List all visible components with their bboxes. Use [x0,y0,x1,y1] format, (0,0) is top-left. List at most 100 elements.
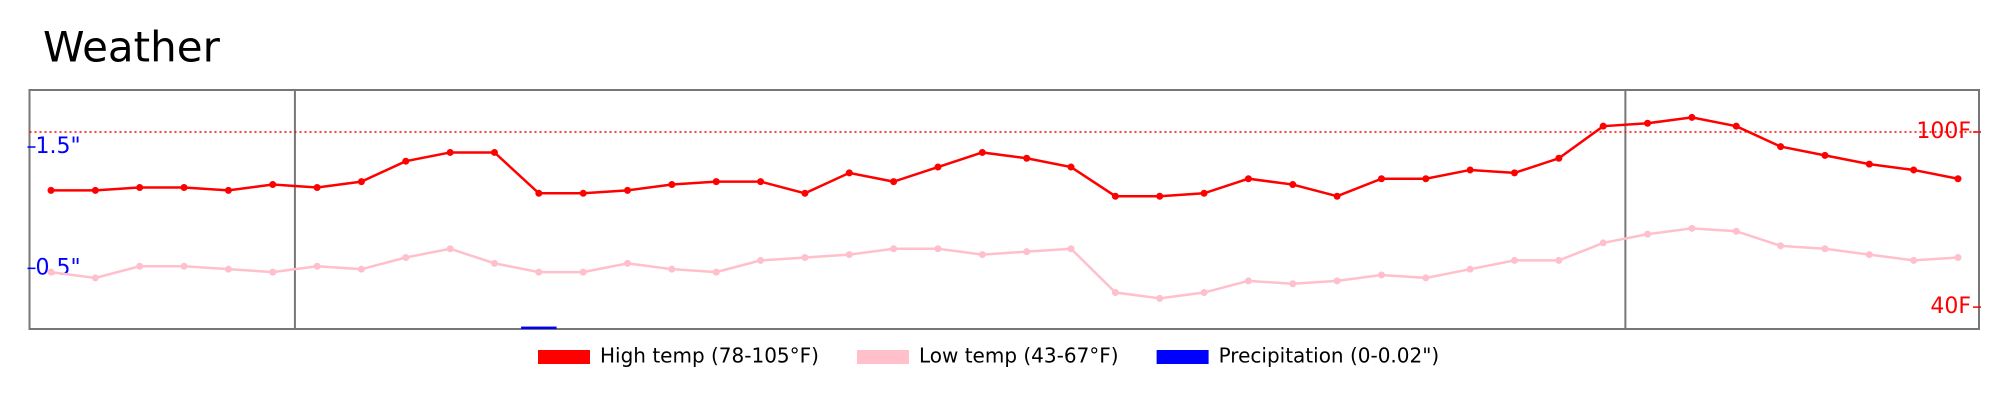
point [845,251,853,259]
point [1466,166,1474,174]
point [1821,151,1829,159]
point [1821,245,1829,253]
point [1244,175,1252,183]
point [269,268,277,276]
point [1289,181,1297,189]
point [1333,277,1341,285]
point [801,254,809,262]
point [1111,289,1119,297]
point [1511,169,1519,177]
point [224,186,232,194]
point [801,189,809,197]
point [1732,122,1740,130]
point [446,148,454,156]
point [446,245,454,253]
point [1200,189,1208,197]
point [934,245,942,253]
point [1865,160,1873,168]
point [579,189,587,197]
point [1023,154,1031,162]
point [1865,251,1873,259]
point [1511,256,1519,264]
point [624,259,632,267]
point [1466,265,1474,273]
point [1377,271,1385,279]
point [712,178,720,186]
point [934,163,942,171]
point [1377,175,1385,183]
point [1599,239,1607,247]
point [269,181,277,189]
legend-label: High temp (78-105°F) [600,344,819,368]
point [1156,192,1164,200]
point [1422,175,1430,183]
point [978,251,986,259]
point [890,245,898,253]
point [1777,242,1785,250]
point [845,169,853,177]
series-line [50,227,1959,300]
point [1777,143,1785,151]
point [1067,163,1075,171]
point [535,268,543,276]
precip-bar [521,326,557,329]
point [1156,294,1164,302]
series-line [51,116,1959,198]
point [357,178,365,186]
point [1910,166,1918,174]
point [180,262,188,270]
point [402,254,410,262]
y2-tick-label: 0.5" [36,255,81,280]
legend-swatch [538,350,590,364]
point [357,265,365,273]
point [1954,175,1962,183]
point [224,265,232,273]
point [313,262,321,270]
point [1023,248,1031,256]
point [1599,122,1607,130]
point [91,186,99,194]
point [535,189,543,197]
point [1555,256,1563,264]
point [1111,192,1119,200]
point [136,183,144,191]
point [1954,254,1962,262]
chart-title: Weather [43,23,221,72]
point [1289,280,1297,288]
point [402,157,410,165]
point [757,256,765,264]
y2-tick-label: 1.5" [36,134,81,159]
point [1067,245,1075,253]
point [180,183,188,191]
point [1644,119,1652,127]
point [890,178,898,186]
legend-swatch [856,350,909,364]
point [313,183,321,191]
point [1555,154,1563,162]
point [1644,230,1652,238]
point [47,186,55,194]
point [1200,289,1208,297]
point [1688,224,1696,232]
point [1422,274,1430,282]
point [1244,277,1252,285]
point [712,268,720,276]
point [1910,256,1918,264]
y-tick-label: 100F [1916,119,1971,144]
point [1732,227,1740,235]
y-tick-label: 40F [1930,294,1971,319]
legend-swatch [1156,350,1209,364]
point [668,265,676,273]
point [757,178,765,186]
point [47,268,55,276]
point [490,259,498,267]
legend-label: Precipitation (0-0.02") [1219,344,1440,368]
legend-label: Low temp (43-67°F) [919,344,1119,368]
point [1688,113,1696,121]
point [668,181,676,189]
point [978,148,986,156]
plot-frame [28,89,1980,330]
point [579,268,587,276]
point [1333,192,1341,200]
